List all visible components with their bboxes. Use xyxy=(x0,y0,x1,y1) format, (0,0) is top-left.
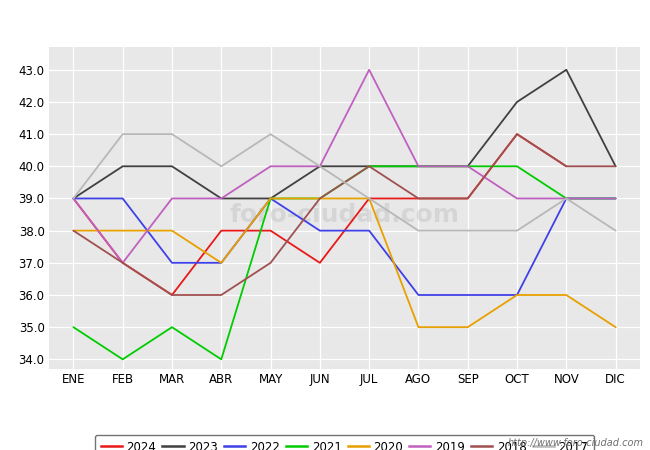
Text: http://www.foro-ciudad.com: http://www.foro-ciudad.com xyxy=(508,438,644,448)
Text: foro-ciudad.com: foro-ciudad.com xyxy=(229,202,460,226)
Text: Afiliados en Parada de Rubiales a 30/11/2024: Afiliados en Parada de Rubiales a 30/11/… xyxy=(136,10,514,28)
Legend: 2024, 2023, 2022, 2021, 2020, 2019, 2018, 2017: 2024, 2023, 2022, 2021, 2020, 2019, 2018… xyxy=(95,435,594,450)
